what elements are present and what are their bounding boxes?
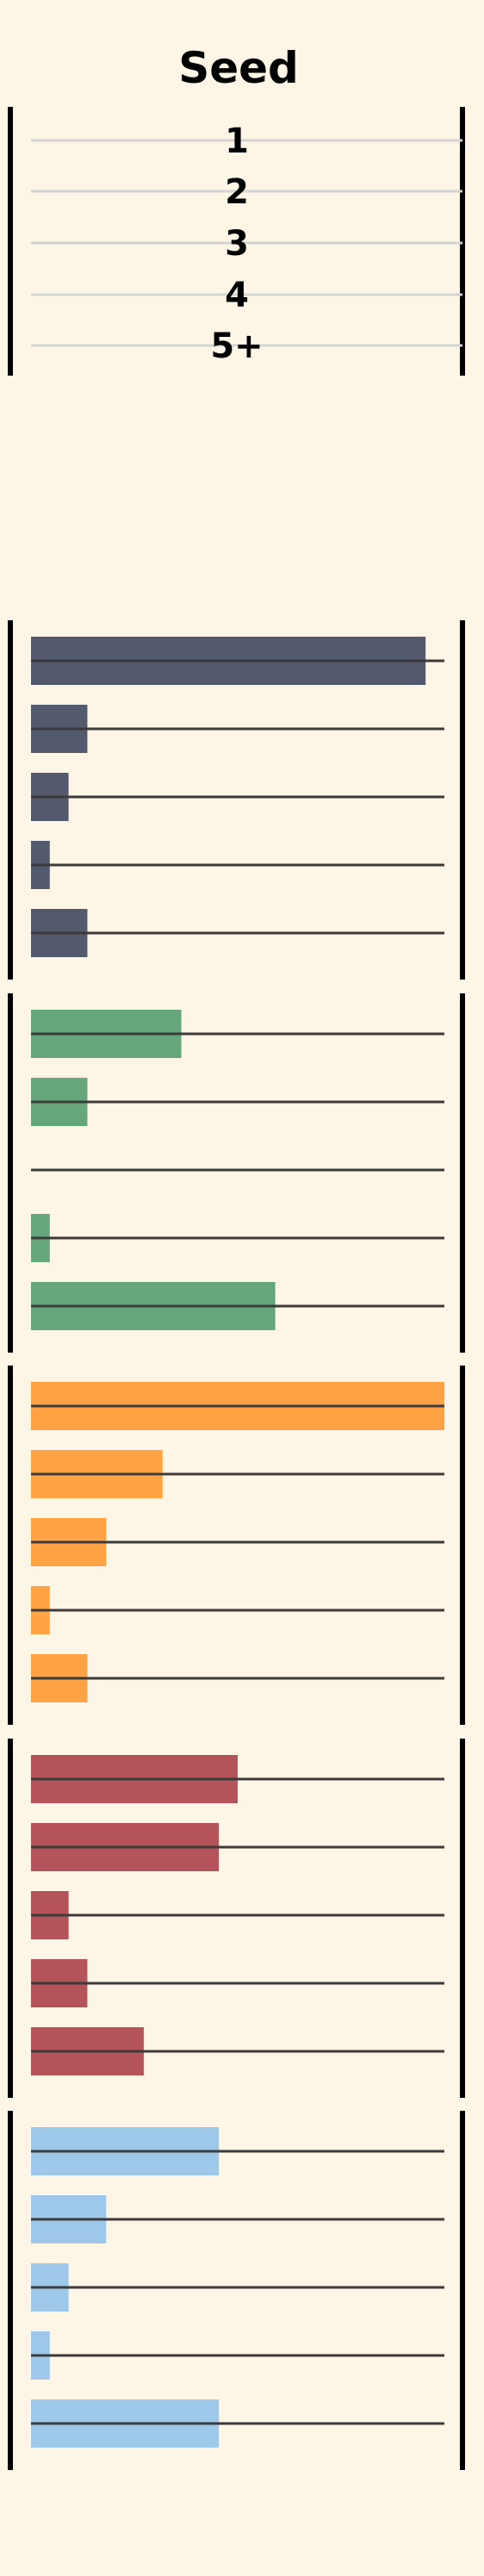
chart-title: Seed (178, 43, 299, 93)
seed-label-5: 5+ (210, 327, 263, 366)
bar-panel-2 (8, 993, 465, 1353)
seed-label-4: 4 (225, 276, 249, 315)
key-left-border (8, 107, 13, 376)
seed-label-2: 2 (225, 172, 249, 212)
panel-right-border (460, 993, 465, 1353)
panel-left-border (8, 1366, 13, 1725)
panel-left-border (8, 620, 13, 980)
panel-right-border (460, 2111, 465, 2470)
bar-panels (8, 620, 465, 2470)
panel-right-border (460, 1739, 465, 2098)
panel-right-border (460, 620, 465, 980)
panel-left-border (8, 993, 13, 1353)
seed-label-3: 3 (225, 224, 249, 264)
bar-panel-1 (8, 620, 465, 980)
panel-left-border (8, 1739, 13, 2098)
bar-panel-3 (8, 1366, 465, 1725)
panel-right-border (460, 1366, 465, 1725)
panel-left-border (8, 2111, 13, 2470)
key-right-border (460, 107, 465, 376)
seed-category-key: 1 2 3 4 5+ (8, 107, 465, 376)
bar-panel-4 (8, 1739, 465, 2098)
bar-panel-5 (8, 2111, 465, 2470)
seed-label-1: 1 (225, 121, 249, 161)
